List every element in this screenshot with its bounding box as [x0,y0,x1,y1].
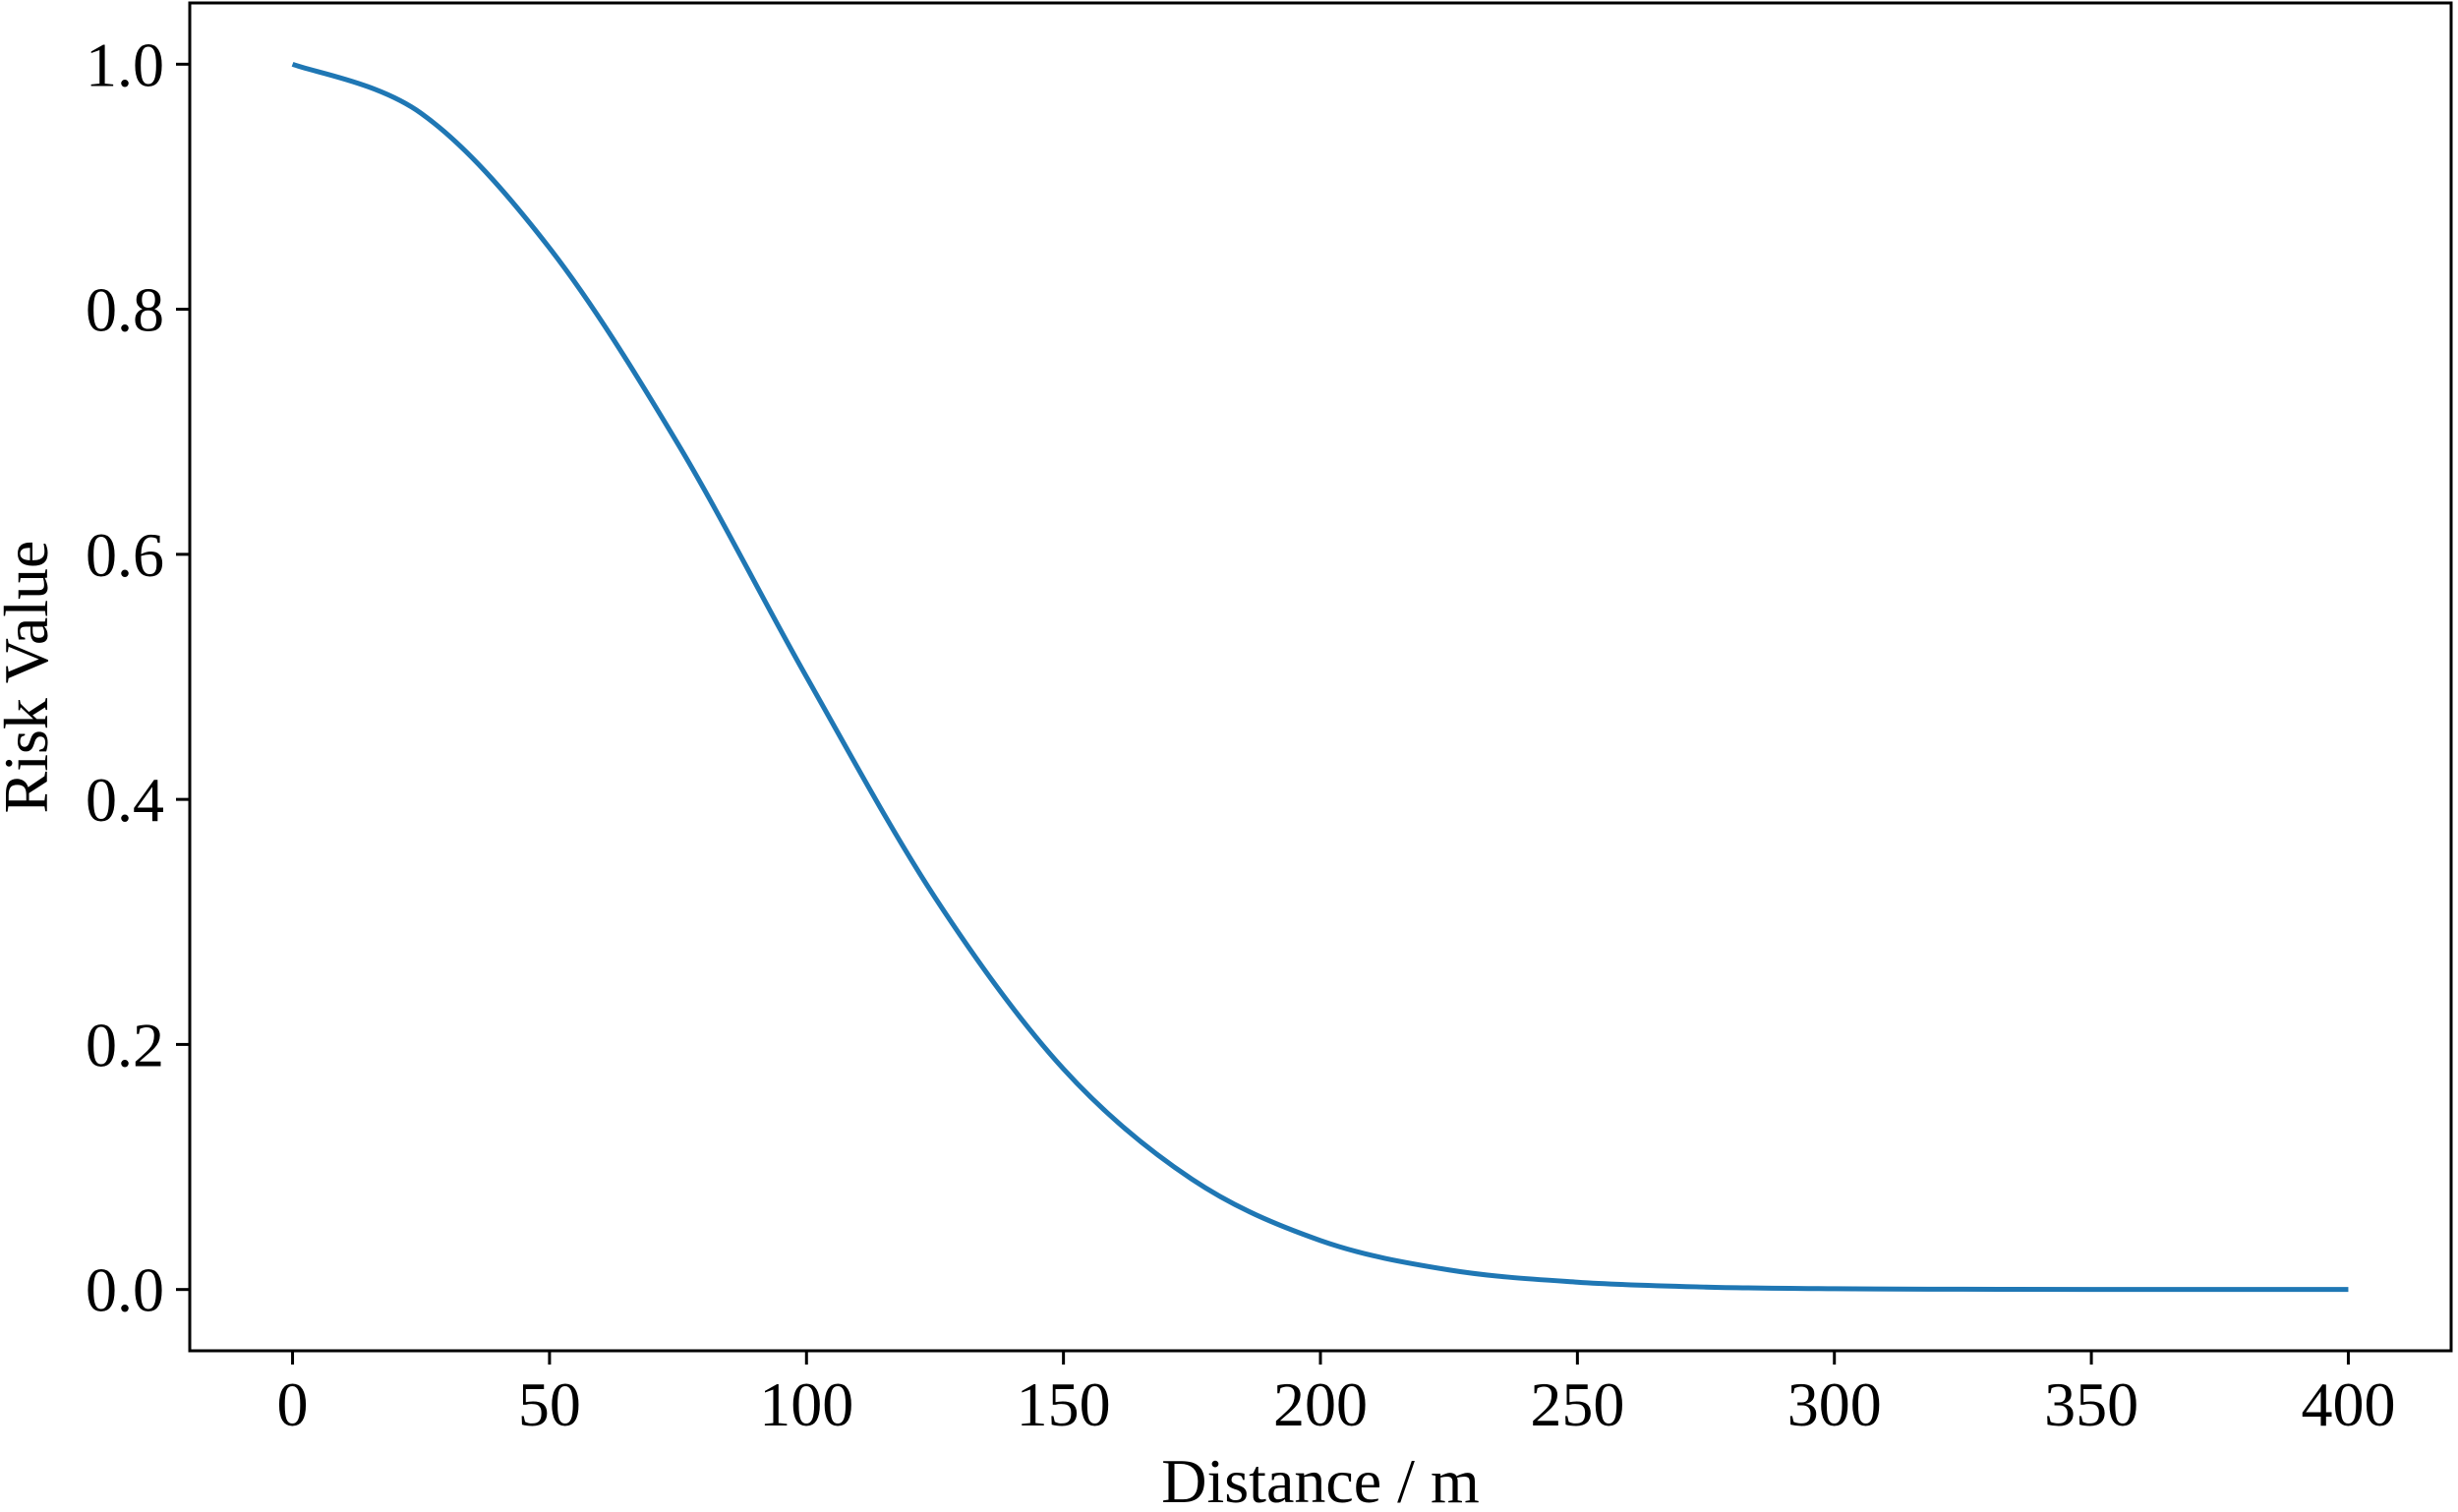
x-tick-label: 250 [1530,1369,1624,1439]
series-line [291,61,2349,1293]
y-tick-label: 0.4 [86,765,164,835]
x-tick-label: 350 [2044,1369,2138,1439]
ticks-layer: 0 50 100 150 200 250 300 350 400 0.0 0.2 0.4 0.6 0.8 1… [86,29,2395,1439]
y-tick-label: 0.0 [86,1255,164,1325]
y-axis-label: Risk Value [0,541,61,814]
y-tick-label: 0.8 [86,275,164,345]
y-tick-label: 1.0 [86,29,164,99]
plot-frame [188,1,2453,1353]
series-layer [291,61,2349,1293]
y-tick-label: 0.6 [86,520,164,590]
y-tick-label: 0.2 [86,1010,164,1079]
x-axis-label: Distance / m [1161,1446,1479,1507]
x-tick-label: 200 [1273,1369,1368,1439]
x-tick-label: 300 [1787,1369,1882,1439]
x-tick-label: 150 [1017,1369,1111,1439]
x-tick-label: 0 [277,1369,309,1439]
x-tick-label: 400 [2301,1369,2395,1439]
x-tick-label: 100 [759,1369,853,1439]
x-tick-label: 50 [518,1369,581,1439]
